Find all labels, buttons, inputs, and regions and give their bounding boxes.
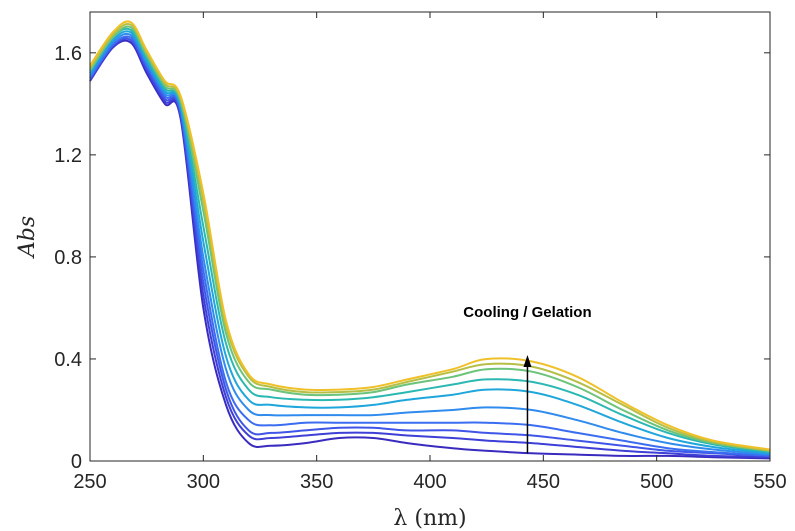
series-line-4 xyxy=(89,35,771,457)
y-axis-label: Abs xyxy=(15,216,40,259)
series-line-10 xyxy=(89,20,771,451)
x-tick-label: 400 xyxy=(413,471,446,493)
series-line-3 xyxy=(89,37,771,457)
series-line-9 xyxy=(89,23,771,452)
y-tick-label: 0.8 xyxy=(54,247,82,269)
ticks-layer: 250 300 350 400 450 500 550 0 0.4 0.8 1.2 1.6 xyxy=(54,12,787,493)
x-tick-label: 250 xyxy=(73,471,106,493)
series-line-8 xyxy=(89,25,771,452)
series-line-6 xyxy=(89,30,771,455)
x-tick-label: 550 xyxy=(753,471,786,493)
y-tick-label: 0.4 xyxy=(54,349,82,371)
annotation-arrowhead xyxy=(523,354,532,367)
series-line-7 xyxy=(89,27,771,454)
x-tick-label: 450 xyxy=(527,471,560,493)
x-tick-label: 300 xyxy=(187,471,220,493)
annotation-text: Cooling / Gelation xyxy=(463,304,591,321)
series-line-5 xyxy=(89,32,771,456)
series-layer xyxy=(89,20,771,460)
x-tick-label: 500 xyxy=(640,471,673,493)
plot-frame xyxy=(89,11,771,462)
x-axis-label: λ (nm) xyxy=(393,506,466,531)
x-tick-label: 350 xyxy=(300,471,333,493)
series-line-2 xyxy=(89,37,771,459)
y-tick-label: 1.6 xyxy=(54,43,82,65)
annotation-layer: Cooling / Gelation xyxy=(463,304,592,454)
series-line-1 xyxy=(89,39,771,460)
y-tick-label: 1.2 xyxy=(54,145,82,167)
y-tick-label: 0 xyxy=(71,451,82,473)
